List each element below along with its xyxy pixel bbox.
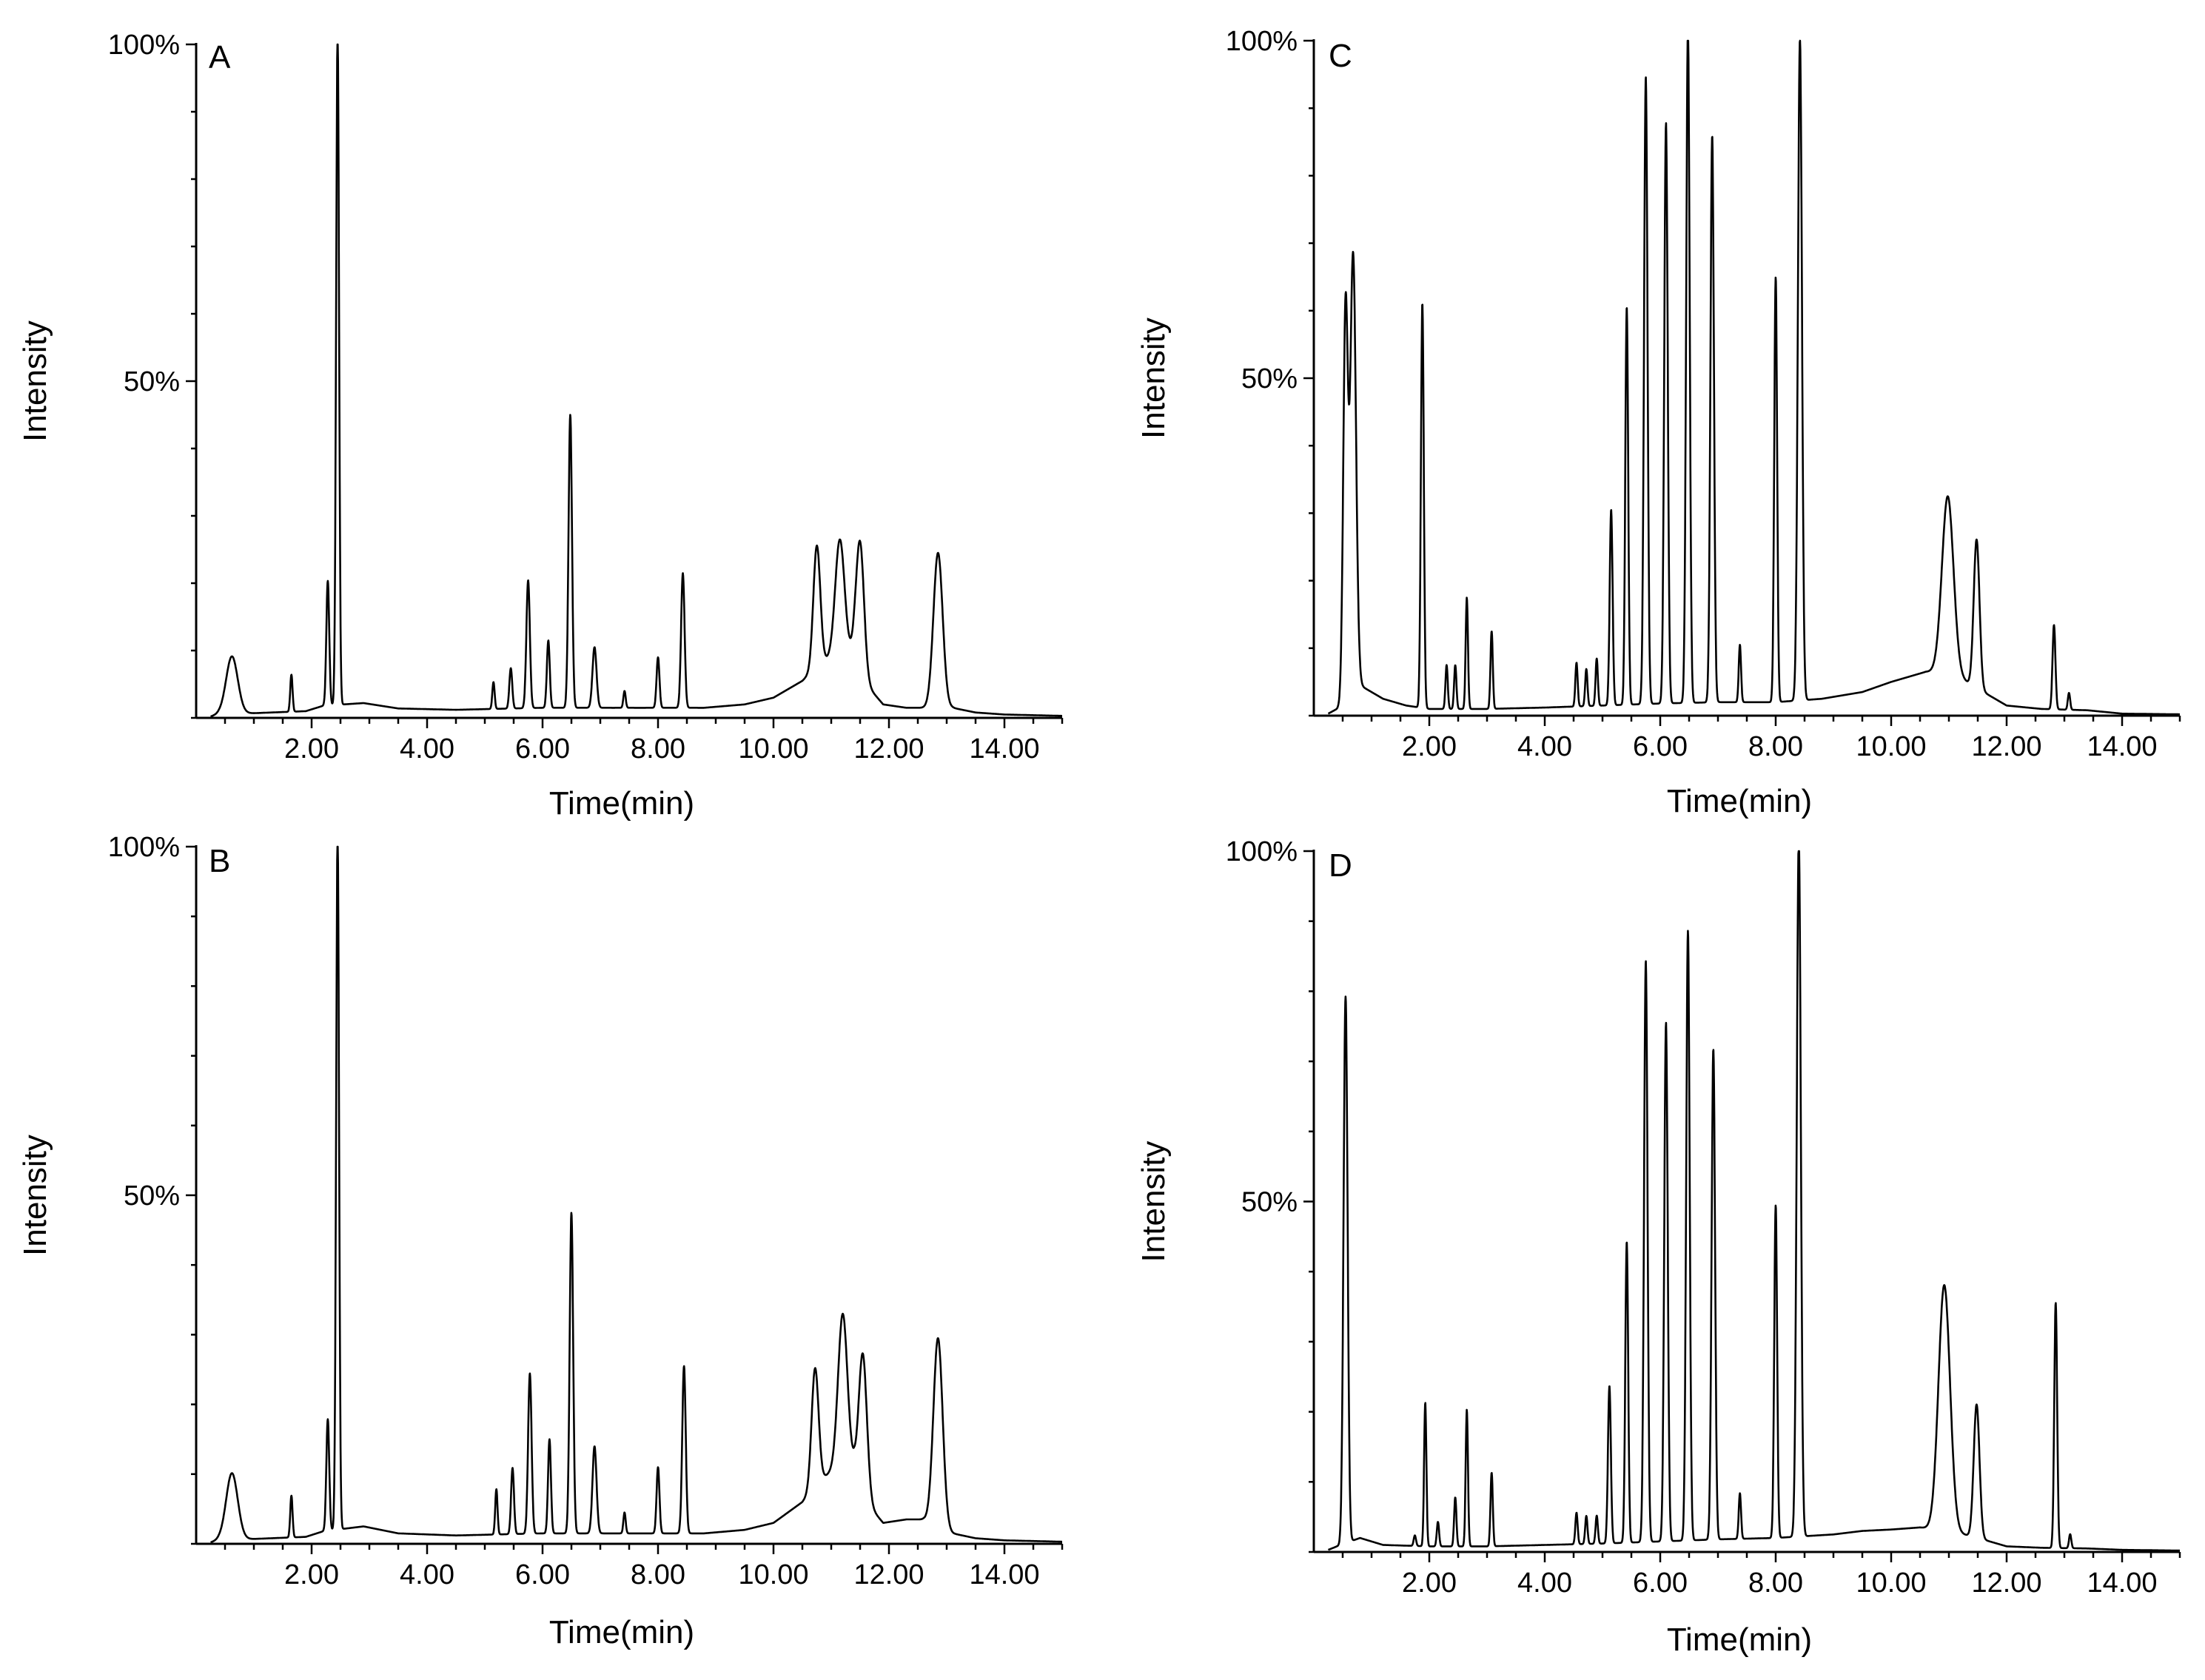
x-tick-label: 2.00 [284,733,339,765]
y-tick-label: 50% [1241,363,1298,394]
x-axis-title: Time(min) [549,785,694,821]
chromatogram-trace [1327,850,2181,1552]
x-tick-label: 12.00 [853,1559,924,1590]
x-tick-label: 12.00 [1971,731,2041,762]
x-tick-label: 2.00 [1402,731,1457,762]
panel-letter: D [1329,847,1352,884]
panel-A: 2.00 4.00 6.00 8.00 10.00 12.00 14.00 50% 100% Ti… [17,30,1064,821]
x-tick-label: 8.00 [631,733,685,765]
panel-D: 2.00 4.00 6.00 8.00 10.00 12.00 14.00 50% 100% Ti… [1135,836,2181,1658]
y-axis-title: Intensity [17,1135,53,1256]
x-tick-label: 2.00 [284,1559,339,1590]
x-tick-label: 8.00 [631,1559,685,1590]
x-tick-label: 4.00 [400,1559,454,1590]
x-tick-label: 10.00 [1856,1568,1926,1599]
x-tick-label: 4.00 [400,733,454,765]
x-tick-label: 4.00 [1517,1568,1572,1599]
x-tick-label: 14.00 [969,733,1039,765]
x-tick-label: 14.00 [2087,731,2157,762]
x-tick-label: 12.00 [1971,1568,2041,1599]
y-tick-label: 100% [108,30,180,61]
chromatogram-trace [209,845,1063,1544]
x-tick-label: 6.00 [515,1559,570,1590]
chromatogram-trace [1327,39,2181,716]
x-tick-label: 6.00 [515,733,570,765]
y-axis-title: Intensity [17,320,53,442]
x-tick-label: 4.00 [1517,731,1572,762]
x-axis-title: Time(min) [1667,783,1812,819]
panel-letter: C [1329,38,1352,74]
x-tick-label: 12.00 [853,733,924,765]
y-tick-label: 50% [124,366,180,397]
y-tick-label: 100% [1226,26,1298,57]
x-tick-label: 10.00 [738,1559,808,1590]
y-tick-label: 50% [1241,1187,1298,1218]
x-tick-label: 10.00 [1856,731,1926,762]
panel-C: 2.00 4.00 6.00 8.00 10.00 12.00 14.00 50% 100% Ti… [1135,26,2181,819]
x-axis-title: Time(min) [1667,1622,1812,1658]
y-tick-label: 100% [1226,836,1298,867]
y-axis-title: Intensity [1135,1141,1172,1263]
x-tick-label: 10.00 [738,733,808,765]
x-tick-label: 14.00 [2087,1568,2157,1599]
x-tick-label: 6.00 [1633,731,1688,762]
y-axis-title: Intensity [1135,317,1172,439]
x-tick-label: 8.00 [1748,731,1803,762]
panel-letter: B [209,843,230,879]
y-tick-label: 100% [108,832,180,863]
x-tick-label: 14.00 [969,1559,1039,1590]
y-tick-label: 50% [124,1180,180,1212]
x-tick-label: 6.00 [1633,1568,1688,1599]
panel-letter: A [209,39,231,75]
chromatogram-trace [209,43,1063,718]
panel-B: 2.00 4.00 6.00 8.00 10.00 12.00 14.00 50% 100% Ti… [17,832,1064,1650]
x-tick-label: 2.00 [1402,1568,1457,1599]
x-tick-label: 8.00 [1748,1568,1803,1599]
x-axis-title: Time(min) [549,1614,694,1650]
